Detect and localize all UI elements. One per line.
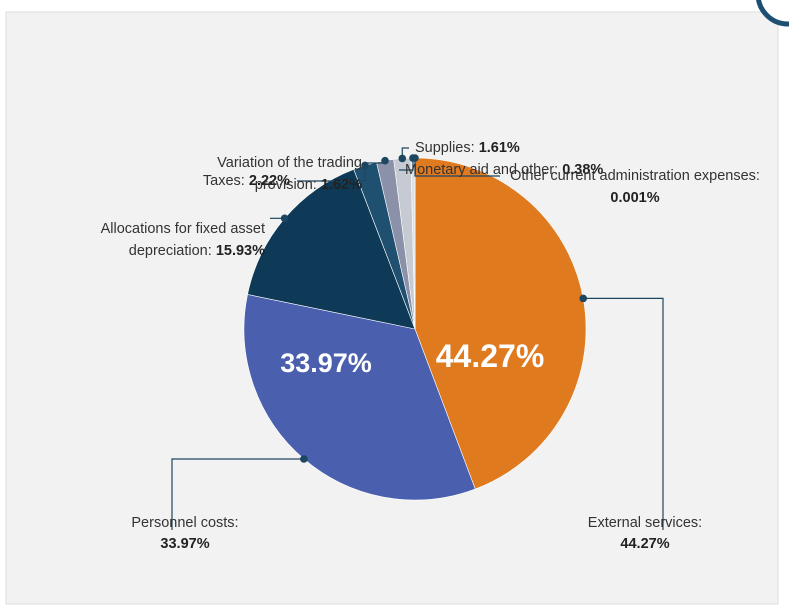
leader-dot <box>398 154 407 163</box>
leader-line <box>297 165 366 182</box>
leader-dot <box>579 294 588 303</box>
category-name: Personnel costs: <box>131 515 239 531</box>
slice-label: Personnel costs: 33.97% <box>100 512 270 554</box>
value-label: 2.22% <box>248 173 290 189</box>
leader-dot <box>280 214 289 223</box>
slice-label: Allocations for fixed asset depreciation… <box>20 218 265 262</box>
inner-value-label: 33.97% <box>280 348 372 378</box>
slice-label: Monetary aid and other: 0.38% <box>405 159 685 181</box>
value-label: 15.93% <box>215 243 265 259</box>
category-name: Allocations for fixed asset depreciation… <box>100 221 265 259</box>
value-label: 0.38% <box>562 162 604 178</box>
leaders <box>171 147 664 530</box>
category-name: Other current administration expenses: <box>510 168 760 184</box>
category-name: Monetary aid and other: <box>405 162 559 178</box>
value-label: 1.62% <box>320 177 362 193</box>
slice-label: External services: 44.27% <box>560 512 730 554</box>
category-name: External services: <box>587 515 703 531</box>
slice-label: Variation of the trading provision: 1.62… <box>170 152 362 196</box>
value-label: 33.97% <box>160 536 210 552</box>
leader-line <box>414 158 500 177</box>
slice-label: Taxes: 2.22% <box>130 170 290 192</box>
category-name: Taxes: <box>202 173 245 189</box>
inner-labels: 44.27% 33.97% <box>280 338 544 378</box>
slice-label: Supplies: 1.61% <box>415 137 635 159</box>
slice-label: Other current administration expenses: 0… <box>505 165 765 209</box>
leader-line <box>399 158 414 171</box>
category-name: Supplies: <box>415 140 475 156</box>
leader-dot <box>411 154 419 162</box>
value-label: 0.001% <box>610 190 660 206</box>
value-label: 44.27% <box>620 536 670 552</box>
corner-decoration <box>756 0 789 27</box>
leader-dot <box>300 455 308 463</box>
category-name: Variation of the trading provision: <box>217 155 362 193</box>
pie <box>243 157 587 501</box>
leader-line <box>171 458 304 530</box>
value-label: 1.61% <box>478 140 520 156</box>
leader-line <box>583 297 664 530</box>
inner-value-label: 44.27% <box>436 338 545 374</box>
leader-dot <box>381 156 389 165</box>
